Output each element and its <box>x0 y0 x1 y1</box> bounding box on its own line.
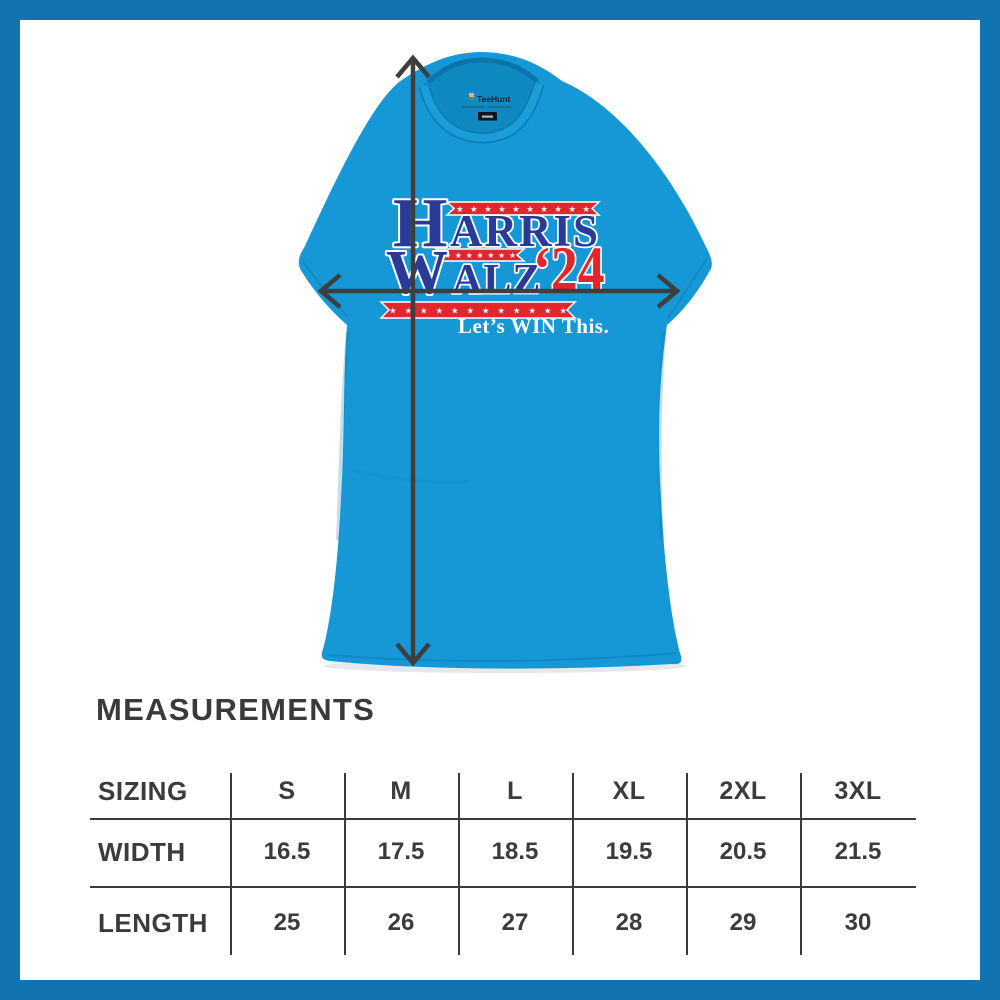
arrowhead-up-icon <box>395 54 431 79</box>
brand-logo-icon <box>469 93 474 97</box>
table-header-m: M <box>390 777 412 805</box>
print-year: ‘24 <box>533 233 605 304</box>
table-header-l: L <box>507 777 523 805</box>
table-divider-vertical <box>800 773 802 955</box>
table-divider-horizontal <box>90 886 916 888</box>
table-divider-horizontal <box>90 818 916 820</box>
table-value-width-xl: 19.5 <box>605 838 653 865</box>
brand-logo-icon-part <box>469 97 474 100</box>
neck-opening <box>424 58 540 139</box>
table-header-s: S <box>278 777 296 805</box>
table-value-length-2xl: 29 <box>729 909 757 936</box>
label-fine-print-line <box>461 106 484 108</box>
table-value-length-l: 27 <box>501 909 529 936</box>
table-divider-vertical <box>686 773 688 955</box>
star-banner-bottom: ★ ★ ★ ★ ★ ★ ★ ★ ★ ★ ★ ★ <box>379 301 577 319</box>
width-arrow-horizontal <box>317 273 681 309</box>
svg-text:★ ★ ★ ★ ★ ★ ★ ★ ★ ★: ★ ★ ★ ★ ★ ★ ★ ★ ★ ★ <box>456 205 590 215</box>
table-value-length-xl: 28 <box>615 909 643 936</box>
shirt-body <box>298 52 712 669</box>
sizing-table: SIZING S M L XL 2XL 3XL WIDTH 16.5 17.5 … <box>90 765 916 960</box>
table-header-3xl: 3XL <box>834 777 882 805</box>
arrowhead-left-icon <box>317 273 342 309</box>
sizing-table-grid: SIZING S M L XL 2XL 3XL WIDTH 16.5 17.5 … <box>90 765 916 960</box>
shirt-wrinkles <box>302 257 708 663</box>
table-header-sizing: SIZING <box>98 776 188 806</box>
arrowhead-down-icon <box>395 642 431 667</box>
table-row-label-length: LENGTH <box>98 907 208 938</box>
table-header-xl: XL <box>612 777 646 805</box>
neck-label: TeeHunt <box>461 93 511 121</box>
table-divider-vertical <box>344 773 346 955</box>
print-harris-rest: ARRIS <box>450 206 600 256</box>
table-divider-vertical <box>572 773 574 955</box>
label-fine-print-line <box>488 106 511 108</box>
table-value-width-m: 17.5 <box>377 838 425 865</box>
size-tag-text-bar <box>482 115 493 118</box>
table-header-2xl: 2XL <box>719 777 767 805</box>
measurements-heading: MEASUREMENTS <box>96 692 376 727</box>
svg-text:★ ★ ★ ★ ★ ★ ★ ★ ★ ★ ★ ★: ★ ★ ★ ★ ★ ★ ★ ★ ★ ★ ★ ★ <box>389 307 567 317</box>
print-walz-rest: ALZ <box>452 257 541 303</box>
arrowhead-right-icon <box>656 273 681 309</box>
table-row-label-width: WIDTH <box>98 836 186 867</box>
print-tagline: Let’s WIN This. <box>458 314 609 338</box>
brand-label-text: TeeHunt <box>477 94 511 104</box>
table-value-length-m: 26 <box>387 909 415 936</box>
table-value-width-3xl: 21.5 <box>834 838 882 865</box>
svg-text:★ ★ ★ ★ ★ ★ ★: ★ ★ ★ ★ ★ ★ ★ <box>444 251 516 260</box>
table-value-width-2xl: 20.5 <box>719 838 767 865</box>
print-walz-initial: W <box>386 239 448 307</box>
table-value-length-s: 25 <box>273 909 301 936</box>
collar-band <box>420 82 543 143</box>
table-divider-vertical <box>230 773 232 955</box>
table-value-length-3xl: 30 <box>844 909 872 936</box>
star-banner-top: ★ ★ ★ ★ ★ ★ ★ ★ ★ ★ <box>445 201 601 216</box>
table-divider-vertical <box>458 773 460 955</box>
collar-back-seam <box>426 57 539 84</box>
measurement-arrows <box>317 54 681 667</box>
table-value-width-s: 16.5 <box>263 838 311 865</box>
table-value-width-l: 18.5 <box>491 838 539 865</box>
length-arrow-vertical <box>395 54 431 667</box>
star-banner-middle: ★ ★ ★ ★ ★ ★ ★ <box>433 248 527 262</box>
print-harris-initial: H <box>393 185 447 262</box>
